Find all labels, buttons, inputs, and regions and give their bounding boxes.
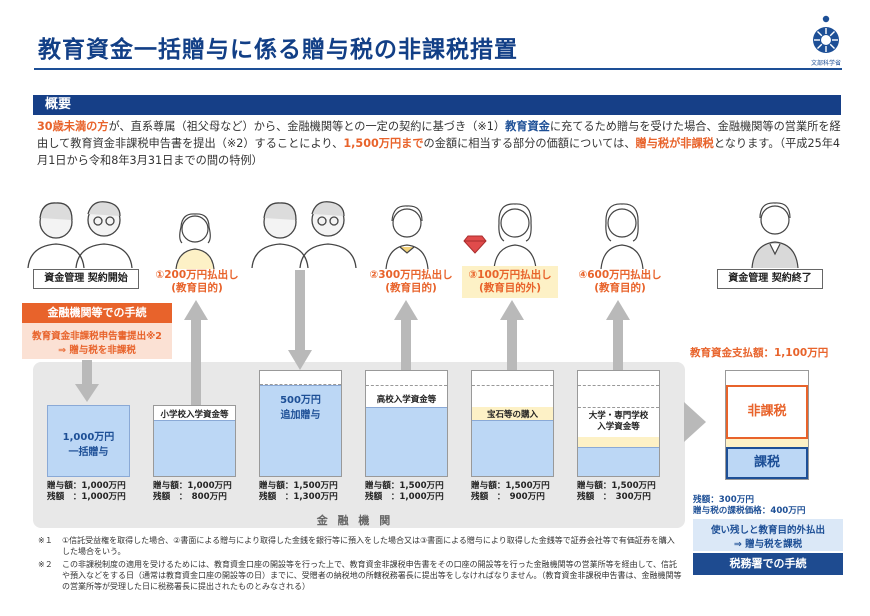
- balance-bar-1: 1,000万円 一括贈与: [47, 405, 130, 477]
- balance-bar-4: 高校入学資金等: [365, 370, 448, 477]
- footnote-2-mark: ※２: [38, 560, 53, 569]
- up-arrow-icon-3: [500, 300, 524, 376]
- overview-limit: 1,500万円まで: [343, 137, 424, 150]
- gift-amount-2: 贈与額：1,000万円: [153, 481, 232, 491]
- bar-dashed-6a: [578, 385, 659, 408]
- tax-breakdown-box: 非課税 課税: [725, 370, 809, 480]
- down-arrow-icon: [75, 360, 99, 402]
- contract-end-label: 資金管理 契約終了: [717, 269, 823, 289]
- balance-bar-6: 大学・専門学校 入学資金等: [577, 370, 660, 477]
- title-underline: [34, 68, 842, 70]
- bar-fill-2: [154, 420, 235, 476]
- overview-text-3: の金額に相当する部分の価額については、: [423, 137, 636, 150]
- grandparents-icon-2: [251, 201, 357, 269]
- tax-notice-box: 使い残しと教育目的外払出 ⇒ 贈与税を課税: [693, 519, 843, 551]
- section-header-overview: 概要: [33, 95, 841, 115]
- bar-dashed-5: [472, 385, 553, 408]
- gift-amount-4: 贈与額：1,500万円: [365, 481, 444, 491]
- remaining-amount: 残額：300万円: [693, 495, 754, 505]
- right-arrow-icon: [684, 402, 706, 442]
- footnote-1: ①信託受益権を取得した場合、②書面による贈与により取得した金銭を銀行等に預入をし…: [62, 536, 675, 556]
- bar-label-4: 高校入学資金等: [376, 395, 437, 405]
- bar-label-2: 小学校入学資金等: [160, 410, 229, 420]
- payout-total: 教育資金支払額：1,100万円: [690, 347, 829, 359]
- up-arrow-icon-4: [606, 300, 630, 376]
- balance-amount-1: 残額 ：1,000万円: [47, 492, 126, 502]
- logo-text: 文部科学省: [810, 60, 841, 67]
- child-icon-1: [175, 213, 215, 270]
- overview-text-1: が、直系尊属（祖父母など）から、金融機関等との一定の契約に基づき（※1）: [108, 120, 506, 133]
- ministry-logo-icon: [813, 15, 839, 53]
- gift-amount-6: 贈与額：1,500万円: [577, 481, 656, 491]
- bar-fill-6: [578, 447, 659, 476]
- balance-bar-5: 宝石等の購入: [471, 370, 554, 477]
- jewel-icon: [463, 235, 487, 254]
- nonedu-segment: [726, 439, 808, 447]
- balance-amount-3: 残額 ：1,300万円: [259, 492, 338, 502]
- procedure-body: 教育資金非課税申告書提出※2 ⇒ 贈与税を非課税: [22, 323, 172, 359]
- bar-dashed-4: [366, 385, 447, 408]
- bar-fill-4: [366, 407, 447, 476]
- overview-text-4: となります。（平成25年4月1日から令和8年3月31日までの間の特例）: [37, 137, 841, 167]
- bar-label-1: 1,000万円 一括贈与: [62, 432, 115, 458]
- tax-segment: 課税: [726, 447, 808, 479]
- institution-label: 金 融 機 関: [316, 514, 394, 527]
- nontax-segment: 非課税: [726, 385, 808, 439]
- tax-office-procedure-label: 税務署での手続: [693, 553, 843, 575]
- tax-box-top: [726, 371, 808, 386]
- bar-fill-3: [260, 385, 341, 476]
- tax-notice-line-1: 使い残しと教育目的外払出: [710, 525, 825, 536]
- footnote-1-mark: ※１: [38, 536, 53, 545]
- financial-institution-area: [33, 362, 685, 528]
- bar-fill-5: [472, 420, 553, 476]
- adult-suit-icon: [751, 202, 799, 269]
- page-title: 教育資金一括贈与に係る贈与税の非課税措置: [38, 37, 518, 63]
- gift-amount-5: 贈与額：1,500万円: [471, 481, 550, 491]
- up-arrow-icon-1: [184, 300, 208, 408]
- balance-amount-5: 残額 ： 900万円: [471, 492, 545, 502]
- up-arrow-icon-2: [394, 300, 418, 376]
- procedure-line-2: ⇒ 贈与税を非課税: [58, 345, 136, 356]
- balance-amount-6: 残額 ： 300万円: [577, 492, 651, 502]
- bar-label-5: 宝石等の購入: [486, 410, 538, 420]
- procedure-line-1: 教育資金非課税申告書提出※2: [32, 331, 162, 342]
- overview-target: 30歳未満の方: [37, 120, 109, 133]
- grandparents-icon: [27, 201, 133, 269]
- footnote-2: この非課税制度の適用を受けるためには、教育資金口座の開設等を行った上で、教育資金…: [62, 560, 682, 591]
- overview-education-fund: 教育資金: [505, 120, 550, 133]
- gift-amount-1: 贈与額：1,000万円: [47, 481, 126, 491]
- taxable-value: 贈与税の課税価格：400万円: [693, 506, 806, 516]
- withdraw-4-label: ④600万円払出し (教育目的): [578, 269, 662, 294]
- withdraw-3-label: ③100万円払出し (教育目的外): [462, 266, 558, 298]
- balance-amount-2: 残額 ： 800万円: [153, 492, 227, 502]
- student-icon-2: [385, 205, 429, 270]
- bar-dashed-3: [260, 371, 341, 385]
- withdraw-2-label: ②300万円払出し (教育目的): [369, 269, 453, 294]
- contract-start-label: 資金管理 契約開始: [33, 269, 139, 289]
- down-arrow-icon-2: [288, 270, 312, 370]
- young-woman-icon: [493, 203, 537, 270]
- balance-amount-4: 残額 ：1,000万円: [365, 492, 444, 502]
- procedure-header: 金融機関等での手続: [22, 303, 172, 323]
- bar-label-3: 500万円 追加贈与: [280, 395, 321, 421]
- overview-nontaxable: 贈与税が非課税: [635, 137, 714, 150]
- bar-nonedu-6: [578, 437, 659, 447]
- tax-notice-line-2: ⇒ 贈与税を課税: [733, 539, 803, 550]
- overview-text: 30歳未満の方が、直系尊属（祖父母など）から、金融機関等との一定の契約に基づき（…: [37, 118, 842, 169]
- bar-label-6: 大学・専門学校 入学資金等: [588, 411, 649, 432]
- bar-nonedu-5: [472, 407, 553, 420]
- withdraw-1-label: ①200万円払出し (教育目的): [155, 269, 239, 294]
- young-adult-icon: [600, 203, 644, 270]
- gift-amount-3: 贈与額：1,500万円: [259, 481, 338, 491]
- balance-bar-2: 小学校入学資金等: [153, 405, 236, 477]
- balance-bar-3: 500万円 追加贈与: [259, 370, 342, 477]
- bar-dashed-6b: [578, 407, 659, 438]
- overview-text-2: に充てるため贈与を受けた場合、金融機関等の営業所を経由して教育資金非課税申告書を…: [37, 120, 841, 150]
